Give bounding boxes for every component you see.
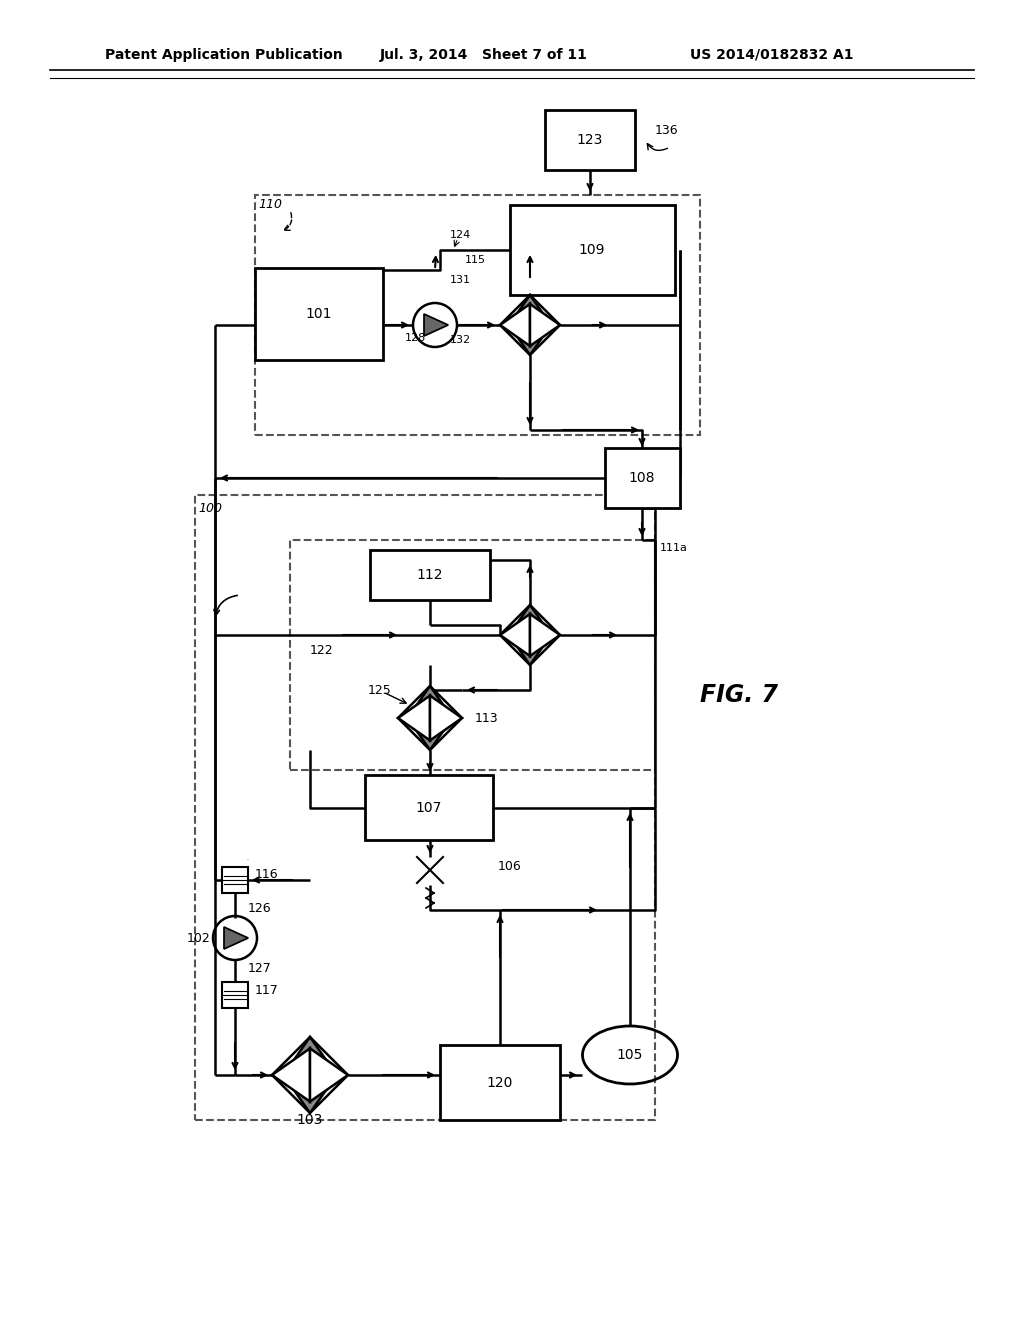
Polygon shape — [224, 927, 248, 949]
Text: 107: 107 — [416, 801, 442, 814]
Text: 110: 110 — [258, 198, 282, 211]
Text: 126: 126 — [248, 902, 271, 915]
Text: 132: 132 — [450, 335, 471, 345]
Text: 123: 123 — [577, 133, 603, 147]
Text: 106: 106 — [498, 861, 522, 874]
Text: 109: 109 — [579, 243, 605, 257]
Text: 127: 127 — [248, 961, 271, 974]
Bar — [195, 495, 655, 1119]
Text: 131: 131 — [450, 275, 470, 285]
Text: 102: 102 — [186, 932, 210, 945]
Bar — [222, 982, 248, 1008]
Polygon shape — [530, 304, 560, 346]
Text: 128: 128 — [404, 333, 426, 343]
Polygon shape — [500, 614, 530, 656]
Text: 136: 136 — [655, 124, 679, 136]
Text: 116: 116 — [255, 869, 279, 882]
Bar — [365, 775, 493, 840]
Text: US 2014/0182832 A1: US 2014/0182832 A1 — [690, 48, 853, 62]
Polygon shape — [408, 718, 453, 750]
Polygon shape — [500, 304, 530, 346]
Bar — [605, 447, 680, 508]
Text: 115: 115 — [465, 255, 485, 265]
Polygon shape — [509, 294, 551, 325]
Text: Patent Application Publication: Patent Application Publication — [105, 48, 343, 62]
Text: 124: 124 — [450, 230, 471, 240]
Text: FIG. 7: FIG. 7 — [700, 682, 778, 708]
Text: 101: 101 — [306, 308, 332, 321]
Text: Jul. 3, 2014   Sheet 7 of 11: Jul. 3, 2014 Sheet 7 of 11 — [380, 48, 588, 62]
Polygon shape — [408, 686, 453, 718]
Polygon shape — [430, 696, 462, 741]
Bar — [255, 195, 700, 436]
Polygon shape — [509, 635, 551, 665]
Bar — [370, 550, 490, 601]
Text: 105: 105 — [616, 1048, 643, 1063]
Bar — [255, 268, 383, 360]
Polygon shape — [284, 1038, 337, 1074]
Bar — [222, 867, 248, 894]
Text: 113: 113 — [475, 711, 499, 725]
Polygon shape — [310, 1048, 348, 1102]
Bar — [440, 1045, 560, 1119]
Polygon shape — [272, 1048, 310, 1102]
Text: 120: 120 — [486, 1076, 513, 1090]
Polygon shape — [509, 325, 551, 355]
Text: 108: 108 — [629, 471, 655, 484]
Bar — [290, 540, 655, 770]
Polygon shape — [424, 314, 449, 337]
Polygon shape — [284, 1074, 337, 1113]
Text: 100: 100 — [198, 502, 222, 515]
Polygon shape — [398, 696, 430, 741]
Text: 111a: 111a — [660, 543, 688, 553]
Polygon shape — [530, 614, 560, 656]
Text: 112: 112 — [417, 568, 443, 582]
Text: 122: 122 — [310, 644, 334, 656]
Polygon shape — [509, 605, 551, 635]
Text: 125: 125 — [368, 684, 392, 697]
Text: 117: 117 — [255, 983, 279, 997]
Text: 103: 103 — [297, 1113, 324, 1127]
Bar — [545, 110, 635, 170]
Bar — [510, 205, 675, 294]
